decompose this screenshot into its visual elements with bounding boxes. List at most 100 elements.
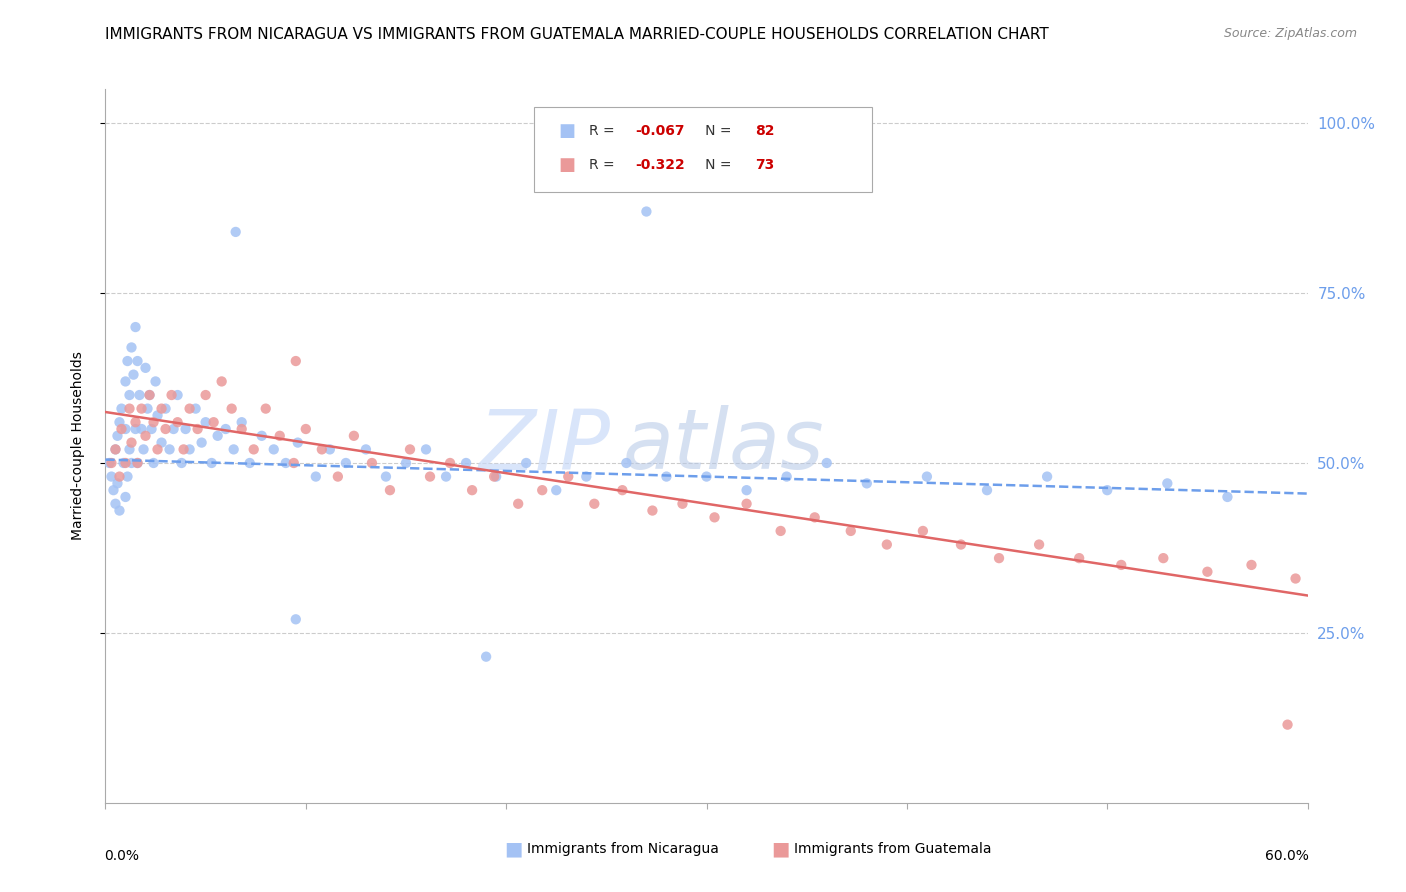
Point [475,649,498,664]
Point [1197,565,1219,579]
Point [207,429,229,443]
Point [142,456,165,470]
Point [202,415,225,429]
Point [142,415,165,429]
Point [114,422,136,436]
Point [110,401,132,416]
Point [107,429,129,443]
Point [100,469,122,483]
Point [190,435,212,450]
Point [145,375,167,389]
Point [485,469,508,483]
Point [269,429,291,443]
Point [124,320,146,334]
Point [575,469,598,483]
Text: IMMIGRANTS FROM NICARAGUA VS IMMIGRANTS FROM GUATEMALA MARRIED-COUPLE HOUSEHOLDS: IMMIGRANTS FROM NICARAGUA VS IMMIGRANTS … [105,27,1049,42]
Point [118,388,141,402]
Point [138,388,160,402]
Point [439,456,461,470]
Point [114,490,136,504]
Point [343,429,366,443]
Point [284,354,307,368]
Point [311,442,333,457]
Point [326,469,349,483]
Point [254,401,277,416]
Point [150,401,173,416]
Point [461,483,484,498]
Point [121,456,143,470]
Point [1069,551,1091,566]
Point [214,422,236,436]
Point [855,476,877,491]
Point [174,422,197,436]
Point [135,360,157,375]
Point [876,537,898,551]
Point [98,456,121,470]
Text: ■: ■ [503,839,523,859]
Point [1152,551,1174,566]
Point [187,422,209,436]
Text: ■: ■ [558,156,575,174]
Point [557,469,579,483]
Text: N =: N = [692,158,735,172]
Point [100,456,122,470]
Point [319,442,342,457]
Text: ■: ■ [558,122,575,140]
Point [170,456,193,470]
Point [225,225,247,239]
Text: 60.0%: 60.0% [1265,849,1309,863]
Point [222,442,245,457]
Point [194,415,217,429]
Point [915,469,938,483]
Point [482,469,505,483]
Point [546,483,568,498]
Point [124,422,146,436]
Point [141,422,163,436]
Point [135,429,157,443]
Point [146,442,169,457]
Point [949,537,972,551]
Point [803,510,825,524]
Point [1240,558,1263,572]
Point [107,476,129,491]
Point [160,388,183,402]
Point [159,442,181,457]
Point [127,354,149,368]
Point [127,456,149,470]
Point [117,469,139,483]
Point [150,435,173,450]
Text: 82: 82 [755,124,775,138]
Point [508,497,530,511]
Point [1036,469,1059,483]
Point [108,415,131,429]
Point [108,503,131,517]
Point [122,368,145,382]
Point [221,401,243,416]
Point [1156,476,1178,491]
Point [616,456,638,470]
Point [103,483,125,498]
Point [735,497,758,511]
Point [155,422,177,436]
Text: ZIP: ZIP [478,406,610,486]
Point [531,483,554,498]
Point [155,401,177,416]
Text: R =: R = [589,124,619,138]
Point [194,388,217,402]
Point [110,422,132,436]
Point [415,442,437,457]
Point [395,456,418,470]
Point [114,375,136,389]
Text: atlas: atlas [623,406,824,486]
Point [114,456,136,470]
Point [583,497,606,511]
Point [815,456,838,470]
Point [179,442,201,457]
Point [354,442,377,457]
Point [117,354,139,368]
Point [335,456,357,470]
Point [911,524,934,538]
Point [655,469,678,483]
Point [231,415,253,429]
Point [361,456,384,470]
